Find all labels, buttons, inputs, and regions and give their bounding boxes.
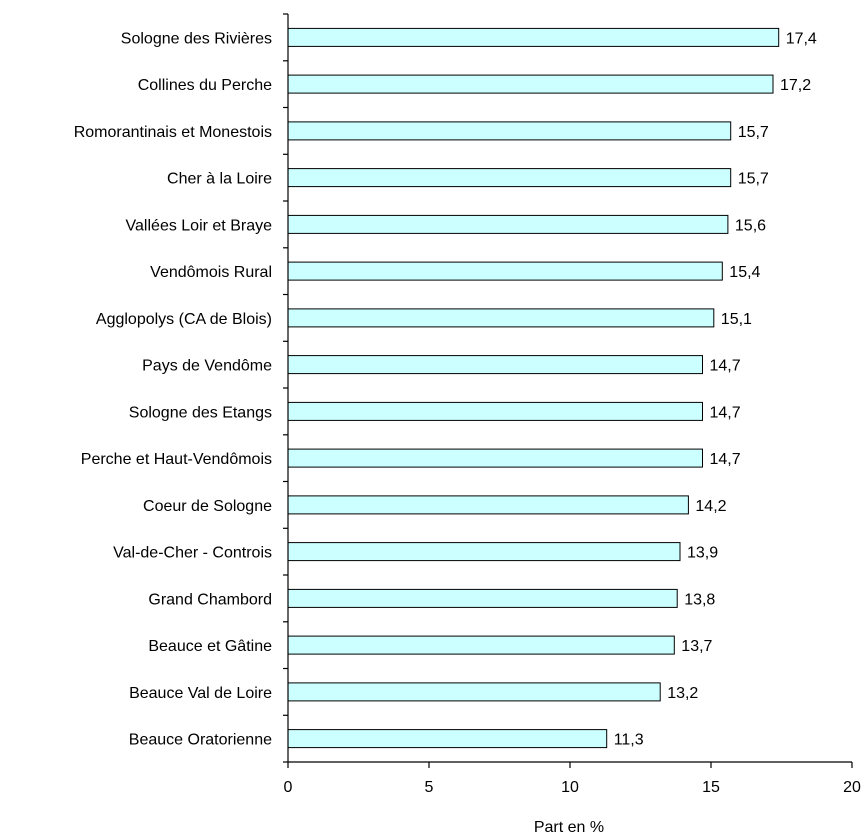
value-label: 11,3 <box>614 732 644 749</box>
bar <box>287 308 715 328</box>
category-label: Grand Chambord <box>148 591 272 608</box>
value-label: 15,1 <box>721 311 752 328</box>
bar <box>287 27 780 47</box>
bar <box>287 355 703 375</box>
x-axis-title: Part en % <box>534 819 604 836</box>
category-label: Vallées Loir et Braye <box>126 217 273 234</box>
value-label: 15,4 <box>729 264 760 281</box>
category-label: Sologne des Etangs <box>129 404 272 421</box>
category-label: Pays de Vendôme <box>142 358 272 375</box>
value-label: 13,9 <box>687 545 718 562</box>
x-tick-label: 10 <box>561 779 579 796</box>
value-label: 14,7 <box>710 451 741 468</box>
value-label: 14,2 <box>695 498 726 515</box>
category-label: Vendômois Rural <box>150 264 272 281</box>
value-label: 17,2 <box>780 77 811 94</box>
category-label: Sologne des Rivières <box>121 30 272 47</box>
bar <box>287 588 678 608</box>
value-label: 14,7 <box>710 358 741 375</box>
value-label: 13,8 <box>684 591 715 608</box>
value-label: 13,7 <box>681 638 712 655</box>
value-label: 15,6 <box>735 217 766 234</box>
x-tick-label: 15 <box>702 779 720 796</box>
value-label: 13,2 <box>667 685 698 702</box>
value-label: 15,7 <box>738 171 769 188</box>
bar <box>287 121 732 141</box>
value-label: 15,7 <box>738 124 769 141</box>
bar <box>287 261 723 281</box>
category-label: Val-de-Cher - Controis <box>113 545 272 562</box>
bar <box>287 448 703 468</box>
category-label: Perche et Haut-Vendômois <box>81 451 272 468</box>
x-tick-label: 5 <box>425 779 434 796</box>
value-label: 17,4 <box>786 30 817 47</box>
bar <box>287 635 675 655</box>
value-label: 14,7 <box>710 404 741 421</box>
x-tick-label: 0 <box>284 779 293 796</box>
category-label: Beauce et Gâtine <box>148 638 272 655</box>
bar <box>287 74 774 94</box>
category-label: Collines du Perche <box>138 77 272 94</box>
bar <box>287 168 732 188</box>
category-label: Romorantinais et Monestois <box>74 124 272 141</box>
bar <box>287 542 681 562</box>
bar <box>287 682 661 702</box>
x-tick-label: 20 <box>843 779 861 796</box>
category-label: Coeur de Sologne <box>143 498 272 515</box>
bar <box>287 495 689 515</box>
value-labels-layer: 17,4 17,2 15,7 15,7 15,6 15,4 15,1 14,7 14,7 14,7… <box>614 30 817 748</box>
category-label: Beauce Oratorienne <box>129 732 272 749</box>
category-labels-layer: Sologne des Rivières Collines du Perche Ro… <box>74 30 272 748</box>
category-label: Agglopolys (CA de Blois) <box>96 311 272 328</box>
bar <box>287 401 703 421</box>
category-label: Beauce Val de Loire <box>129 685 272 702</box>
axes-layer: 0 5 10 15 20 <box>283 13 861 796</box>
bar <box>287 214 729 234</box>
bar <box>287 729 608 749</box>
category-label: Cher à la Loire <box>167 171 272 188</box>
